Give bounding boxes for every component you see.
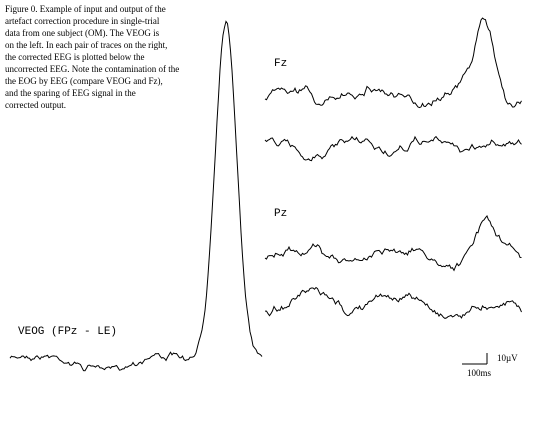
pz-corrected-trace	[265, 286, 522, 319]
caption-line: artefact correction procedure in single-…	[5, 16, 160, 26]
caption-line: and the sparing of EEG signal in the	[5, 88, 136, 98]
fz-uncorrected-trace	[264, 17, 522, 109]
caption-line: the EOG by EEG (compare VEOG and Fz),	[5, 76, 163, 86]
caption-line: uncorrected EEG. Note the contamination …	[5, 64, 179, 74]
scale-voltage: 10µV	[497, 353, 518, 363]
veog-label: VEOG (FPz - LE)	[18, 326, 117, 338]
caption-line: data from one subject (OM). The VEOG is	[5, 28, 160, 38]
caption-line: Figure 0. Example of input and output of…	[5, 4, 166, 14]
fz-corrected-trace	[264, 135, 522, 162]
pz-label: Pz	[274, 208, 287, 220]
veog-trace	[9, 20, 263, 372]
fz-label: Fz	[274, 58, 287, 70]
caption-line: on the left. In each pair of traces on t…	[5, 40, 167, 50]
caption: Figure 0. Example of input and output of…	[5, 4, 179, 110]
caption-line: corrected output.	[5, 100, 66, 110]
pz-uncorrected-trace	[264, 215, 522, 272]
scale-time: 100ms	[467, 368, 492, 378]
caption-line: the corrected EEG is plotted below the	[5, 52, 144, 62]
traces	[9, 17, 522, 372]
